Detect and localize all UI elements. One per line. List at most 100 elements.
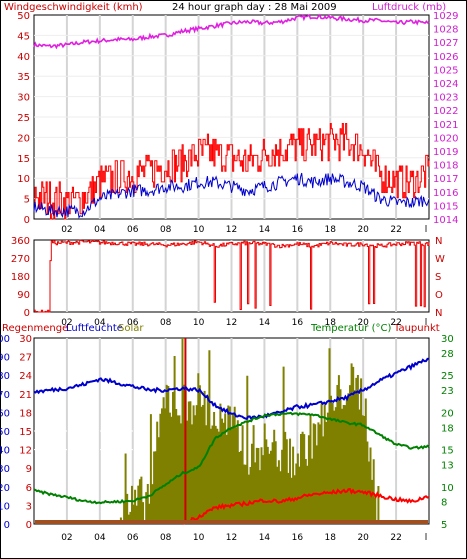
wind-speed-tick: 10 (17, 174, 30, 185)
x-tick-label: 06 (127, 318, 139, 328)
solar-tick: 21 (19, 390, 32, 401)
dewpoint-series (182, 488, 430, 525)
temperature-tick: 5 (441, 520, 447, 531)
wind-speed-tick: 40 (17, 52, 30, 63)
humidity-tick: 60 (0, 408, 10, 419)
solar-tick: 30 (19, 334, 32, 345)
humidity-tick: 50 (0, 427, 10, 438)
x-tick-label: 10 (193, 318, 205, 328)
x-tick-label: 18 (325, 533, 337, 543)
x-tick-label: 10 (193, 225, 205, 235)
solar-tick: 3 (26, 501, 32, 512)
x-tick-label: 08 (160, 533, 172, 543)
humidity-tick: 90 (0, 353, 10, 364)
wind-speed-tick: 20 (17, 133, 30, 144)
x-tick-label: 02 (61, 533, 72, 543)
x-tick-label: 14 (259, 318, 271, 328)
temperature-tick: 13 (441, 460, 454, 471)
wind-speed-axis-title: Windgeschwindigkeit (kmh) (4, 2, 143, 13)
wind-average-series (33, 172, 430, 219)
pressure-tick: 1021 (433, 120, 458, 131)
x-tick-label: 20 (357, 533, 369, 543)
temperature-tick: 25 (441, 371, 454, 382)
humidity-tick: 70 (0, 390, 10, 401)
wind-speed-tick: 35 (17, 72, 30, 83)
temperature-tick: 8 (441, 498, 447, 509)
x-tick-label: 22 (390, 533, 401, 543)
direction-tick: 270 (11, 254, 30, 265)
dewpoint-legend: Taupunkt (393, 323, 440, 334)
pressure-tick: 1014 (433, 215, 458, 226)
direction-tick: 360 (11, 236, 30, 247)
wind-speed-tick: 30 (17, 93, 30, 104)
humidity-tick: 80 (0, 371, 10, 382)
solar-tick: 27 (19, 353, 32, 364)
pressure-tick: 1029 (433, 11, 458, 22)
pressure-tick: 1024 (433, 79, 458, 90)
humidity-tick: 10 (0, 501, 10, 512)
wind-speed-tick: 45 (17, 31, 30, 42)
pressure-tick: 1026 (433, 52, 458, 63)
solar-legend: Solar (118, 323, 144, 334)
pressure-axis-title: Luftdruck (mb) (372, 2, 446, 13)
wind-speed-tick: 15 (17, 154, 30, 165)
pressure-tick: 1022 (433, 106, 458, 117)
wind-direction-series (34, 239, 430, 313)
temperature-tick: 20 (441, 408, 454, 419)
wind-speed-tick: 5 (24, 195, 30, 206)
pressure-tick: 1025 (433, 65, 458, 76)
x-tick-label: 12 (226, 533, 237, 543)
humidity-tick: 30 (0, 464, 10, 475)
x-tick-label: 04 (94, 318, 106, 328)
temperature-tick: 18 (441, 423, 454, 434)
pressure-tick: 1019 (433, 147, 458, 158)
x-tick-label: 06 (127, 533, 139, 543)
x-tick-label: 02 (61, 225, 72, 235)
pressure-tick: 1017 (433, 174, 458, 185)
temperature-tick: 30 (441, 334, 454, 345)
solar-tick: 18 (19, 408, 32, 419)
x-tick-label: 04 (94, 225, 106, 235)
x-tick-label: 14 (259, 533, 271, 543)
x-tick-label: 16 (292, 533, 304, 543)
x-tick-label: 04 (94, 533, 106, 543)
pressure-tick: 1023 (433, 93, 458, 104)
solar-tick: 12 (19, 446, 32, 457)
x-tick-label: 08 (160, 225, 172, 235)
pressure-tick: 1015 (433, 201, 458, 212)
temperature-series (33, 411, 430, 505)
direction-tick: 90 (17, 290, 30, 301)
x-tick-label: 06 (127, 225, 139, 235)
compass-tick: S (435, 272, 441, 283)
wind-speed-tick: 25 (17, 113, 30, 124)
compass-tick: N (435, 308, 442, 319)
graph-title: 24 hour graph day : 28 Mai 2009 (172, 2, 337, 13)
direction-tick: 0 (24, 308, 30, 319)
solar-tick: 15 (19, 427, 32, 438)
humidity-tick: 40 (0, 446, 10, 457)
humidity-tick: 0 (4, 520, 10, 531)
x-tick-label: 10 (193, 533, 205, 543)
solar-tick: 0 (26, 520, 32, 531)
x-tick-label: 16 (292, 318, 304, 328)
x-tick-label: l (425, 225, 428, 235)
rain-series (35, 520, 428, 524)
x-tick-label: 22 (390, 318, 401, 328)
temperature-tick: 15 (441, 446, 454, 457)
x-tick-label: 20 (357, 225, 369, 235)
compass-tick: W (435, 254, 445, 265)
solar-tick: 6 (26, 483, 32, 494)
pressure-tick: 1020 (433, 133, 458, 144)
temperature-tick: 10 (441, 483, 454, 494)
pressure-series (33, 13, 430, 50)
wind-speed-tick: 50 (17, 11, 30, 22)
solar-tick: 9 (26, 464, 32, 475)
x-tick-label: 16 (292, 225, 304, 235)
x-tick-label: 18 (325, 318, 337, 328)
wind-speed-tick: 0 (24, 215, 30, 226)
x-tick-label: l (425, 533, 428, 543)
temperature-tick: 23 (441, 386, 454, 397)
solar-tick: 24 (19, 371, 32, 382)
x-tick-label: 14 (259, 225, 271, 235)
humidity-tick: 100 (0, 334, 10, 345)
